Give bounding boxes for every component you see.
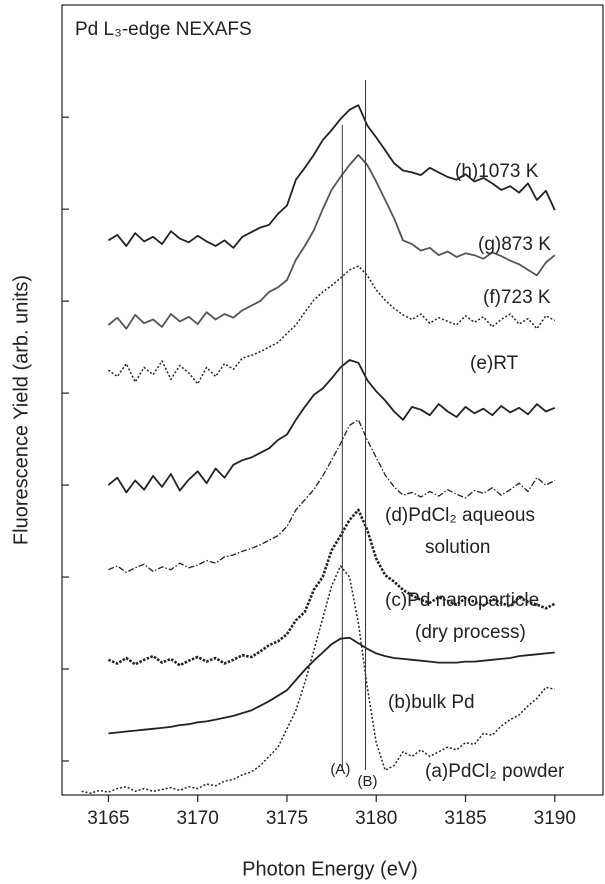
spectrum-line bbox=[107, 265, 556, 385]
x-tick-label: 3165 bbox=[87, 808, 129, 829]
x-axis-label: Photon Energy (eV) bbox=[242, 858, 418, 880]
chart-title: Pd L₃-edge NEXAFS bbox=[75, 19, 252, 40]
x-tick-label: 3180 bbox=[355, 808, 397, 829]
x-tick-label: 3175 bbox=[266, 808, 308, 829]
series-label: (a)PdCl₂ powder bbox=[425, 761, 565, 782]
series-label: (e)RT bbox=[470, 353, 519, 374]
series-label: (c)Pd nanoparticle (dry process) bbox=[385, 590, 539, 643]
x-tick-label: 3170 bbox=[177, 808, 219, 829]
spectrum-line bbox=[108, 419, 556, 574]
reference-label: (B) bbox=[358, 773, 378, 790]
spectrum-line bbox=[107, 359, 556, 494]
series-label: (f)723 K bbox=[483, 287, 551, 308]
spectrum-line bbox=[107, 508, 556, 667]
spectrum-line bbox=[107, 104, 556, 249]
series-label: (g)873 K bbox=[478, 234, 551, 255]
y-axis-label: Fluorescence Yield (arb. units) bbox=[10, 275, 32, 545]
reference-label: (A) bbox=[330, 761, 350, 778]
series-label: (b)bulk Pd bbox=[388, 692, 475, 713]
series-label: (h)1073 K bbox=[455, 161, 539, 182]
spectrum-line bbox=[107, 154, 556, 330]
series-label: (d)PdCl₂ aqueous solution bbox=[385, 505, 535, 558]
x-tick-label: 3185 bbox=[444, 808, 486, 829]
plot-frame bbox=[61, 4, 604, 796]
spectrum-line bbox=[108, 636, 555, 735]
x-tick-label: 3190 bbox=[534, 808, 576, 829]
